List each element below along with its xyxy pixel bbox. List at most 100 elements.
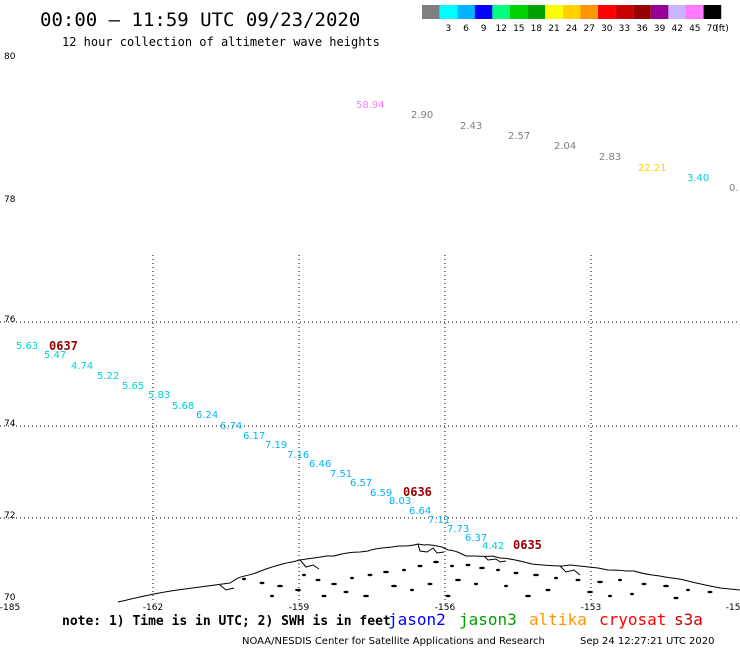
lake-mark (496, 568, 500, 572)
colorbar-swatch (703, 5, 722, 19)
wave-height-value: 6.37 (465, 533, 487, 544)
colorbar-swatch (439, 5, 458, 19)
satellite-jason2: jason2 (388, 610, 446, 629)
wave-height-value: 2.57 (508, 131, 530, 142)
colorbar-tick-label: 39 (654, 24, 666, 34)
lake-mark (587, 590, 593, 594)
wave-height-value: 6.17 (243, 431, 265, 442)
lake-mark (277, 584, 283, 588)
colorbar-tick-label: 24 (566, 24, 578, 34)
wave-height-value: 7.73 (447, 524, 469, 535)
lake-mark (618, 578, 622, 582)
colorbar-swatch (668, 5, 686, 19)
satellite-cryosat: cryosat (599, 610, 666, 629)
lake-mark (331, 582, 337, 586)
colorbar-tick-label: 9 (481, 24, 487, 34)
lake-mark (533, 573, 539, 577)
lake-mark (391, 584, 397, 588)
colorbar-tick-label: 33 (619, 24, 630, 34)
colorbar-tick-label: 36 (636, 24, 648, 34)
lake-mark (410, 588, 414, 592)
wave-height-value: 7.16 (287, 450, 309, 461)
wave-height-value: 2.83 (599, 152, 621, 163)
lake-mark (402, 568, 406, 572)
colorbar-tick-label: 30 (601, 24, 613, 34)
satellite-altika: altika (529, 610, 587, 629)
colorbar-tick-label: 12 (495, 24, 506, 34)
lake-mark (663, 584, 669, 588)
colorbar-tick-label: 15 (513, 24, 524, 34)
lake-mark (554, 576, 558, 580)
coastal-inlet (417, 543, 445, 554)
lake-mark (270, 594, 274, 598)
colorbar-tick-label: 70 (707, 24, 719, 34)
longitude-tick-label: -159 (289, 603, 310, 613)
lake-mark (383, 570, 389, 574)
coastal-lakes (242, 560, 713, 600)
footer-note: note: 1) Time is in UTC; 2) SWH is in fe… (62, 614, 391, 629)
colorbar-tick-label: 3 (446, 24, 452, 34)
colorbar-legend: 3 6 9 12 15 18 21 24 27 30 33 36 39 42 45 70(ft) (422, 5, 729, 34)
wave-height-value: 2.43 (460, 121, 482, 132)
lake-mark (608, 594, 612, 598)
lake-mark (465, 563, 471, 567)
wave-height-value: 2.04 (554, 141, 576, 152)
lake-mark (367, 573, 373, 577)
colorbar-tick-label: 21 (548, 24, 559, 34)
lake-mark (350, 576, 354, 580)
wave-height-value: 6.64 (409, 506, 431, 517)
wave-height-value: 0. (729, 183, 739, 194)
lake-mark (242, 577, 246, 581)
longitude-tick-label: -150 (726, 603, 740, 613)
wave-height-value: 6.24 (196, 410, 218, 421)
wave-height-value: 2.90 (411, 110, 433, 121)
lake-mark (545, 588, 551, 592)
colorbar-tick-label: 27 (583, 24, 594, 34)
longitude-tick-label: -185 (0, 603, 20, 613)
colorbar-tick-label: 45 (689, 24, 700, 34)
lake-mark (474, 582, 478, 586)
latitude-tick-label: 74 (4, 419, 16, 429)
colorbar-swatch (633, 5, 651, 19)
lake-mark (427, 582, 433, 586)
satellite-legend: jason2 jason3 altika cryosat s3a (388, 610, 703, 629)
colorbar-swatch (527, 5, 546, 19)
longitude-tick-label: -153 (581, 603, 601, 613)
lake-mark (417, 564, 423, 568)
colorbar-tick-label: 18 (531, 24, 543, 34)
longitude-tick-label: -156 (435, 603, 456, 613)
track-time-labels: 0637 0636 0635 (49, 339, 542, 552)
lake-mark (302, 573, 306, 577)
wave-height-value: 6.59 (370, 488, 392, 499)
wave-height-value: 22.21 (638, 163, 667, 174)
lake-mark (513, 571, 519, 575)
wave-height-value: 6.46 (309, 459, 331, 470)
lake-mark (259, 581, 265, 585)
colorbar-swatch (545, 5, 563, 19)
lake-mark (455, 578, 461, 582)
lake-mark (343, 590, 349, 594)
satellite-jason3: jason3 (459, 610, 517, 629)
colorbar-swatch (615, 5, 634, 19)
wave-height-value: 8.03 (389, 496, 411, 507)
colorbar-tick-label: 6 (463, 24, 469, 34)
latitude-tick-label: 70 (4, 593, 16, 603)
latitude-labels: 80 78 76 74 72 70 (4, 52, 16, 603)
page-title: 00:00 – 11:59 UTC 09/23/2020 (40, 9, 360, 31)
coastal-inlet (559, 565, 581, 576)
footer-credit: NOAA/NESDIS Center for Satellite Applica… (242, 636, 545, 647)
longitude-labels: -185 -162 -159 -156 -153 -150 (0, 603, 740, 613)
longitude-tick-label: -162 (143, 603, 163, 613)
lake-mark (630, 592, 634, 596)
wave-height-value: 7.19 (265, 440, 287, 451)
wave-height-value: 5.83 (148, 390, 170, 401)
lake-mark (504, 584, 508, 588)
coastal-inlet (219, 584, 235, 591)
colorbar-swatch (562, 5, 581, 19)
colorbar-swatch (580, 5, 598, 19)
wave-height-value: 6.74 (220, 421, 242, 432)
coastal-inlet (483, 555, 507, 563)
lake-mark (575, 578, 581, 582)
wave-height-value: 5.22 (97, 371, 119, 382)
